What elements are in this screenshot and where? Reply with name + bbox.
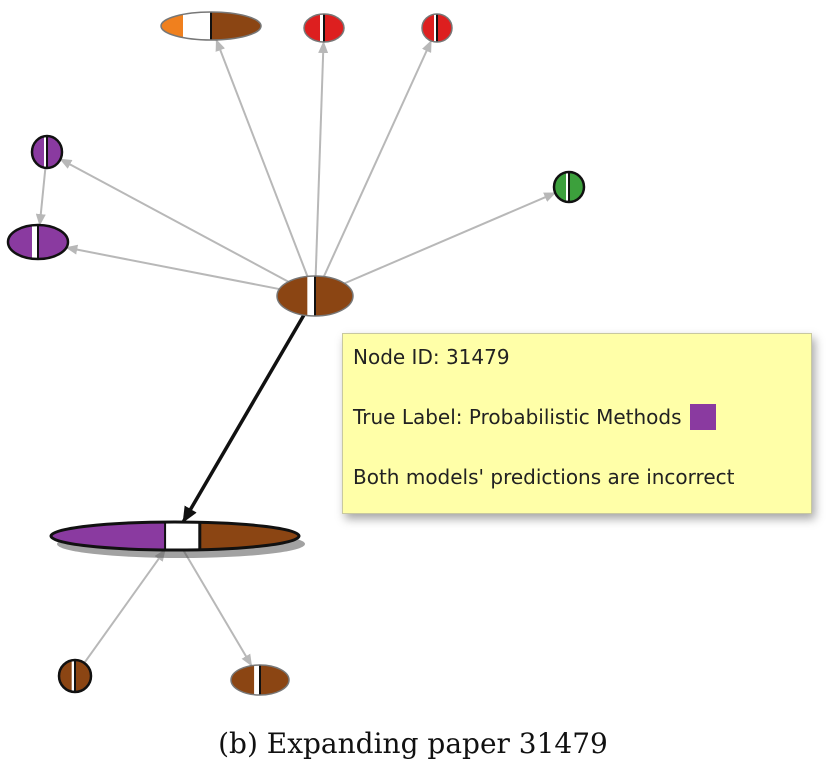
node-top-left-segment-left [161,12,183,40]
node-31479-expanded-segment-middle [165,522,200,550]
node-top-middle-segment-middle [320,14,324,42]
tooltip-node-id: Node ID: 31479 [353,345,510,369]
node-bottom-right-segment-left [231,665,255,695]
graph-canvas [6,11,586,696]
edge-center-to-top-left [215,38,309,277]
node-left-large-segment-left [8,225,32,259]
node-31479-expanded-current-bar [164,522,201,550]
tooltip-true-label-row: True Label: Probabilistic Methods [353,404,811,430]
node-top-middle-segment-right [324,14,344,42]
node-bottom-left-segment-middle [71,660,75,692]
node-bottom-right-segment-right [260,665,289,695]
node-center-segment-middle [307,276,315,316]
node-top-right-segment-right [437,14,452,42]
node-top-left-segment-right [211,12,261,40]
edge-center-to-top-right [322,39,433,277]
nodes-layer [6,11,586,696]
node-top-middle-segment-left [304,14,320,42]
node-left-small-outline [30,134,64,170]
node-top-right-outline [421,13,453,43]
node-top-left-outline [160,11,262,41]
node-center-outline [276,275,354,317]
node-top-left[interactable] [160,11,262,41]
node-left-small[interactable] [30,134,64,170]
true-label-color-swatch [689,404,716,430]
node-bottom-right[interactable] [230,664,290,696]
node-left-large-segment-right [38,225,68,259]
edge-center-to-left-large [65,244,280,291]
node-31479-expanded-outline [49,520,301,552]
figure-caption: (b) Expanding paper 31479 [218,727,608,760]
node-left-small-segment-middle [44,136,47,168]
node-31479-expanded[interactable] [49,520,305,558]
tooltip-prediction-status: Both models' predictions are incorrect [353,465,735,489]
node-top-right-segment-left [422,14,434,42]
node-left-small-segment-right [47,136,62,168]
edge-center-to-green [344,191,557,285]
node-right-green-segment-right [569,172,584,202]
node-top-middle[interactable] [303,13,345,43]
node-bottom-right-outline [230,664,290,696]
node-bottom-left-outline [57,658,93,694]
node-center[interactable] [276,275,354,317]
node-bottom-left[interactable] [57,658,93,694]
node-center-segment-left [277,276,308,316]
node-top-middle-outline [303,13,345,43]
node-left-large[interactable] [6,223,70,261]
node-right-green-outline [552,170,586,204]
node-top-right[interactable] [421,13,453,43]
edges-layer [35,38,557,667]
edge-center-to-left-small [59,158,289,283]
node-right-green[interactable] [552,170,586,204]
edge-center-to-top-mid [314,40,329,277]
edge-expanded-to-bottom-right [182,549,253,667]
edge-left-small-to-left-large [35,167,47,227]
edge-center-to-expanded [181,314,306,523]
node-bottom-left-segment-right [75,660,91,692]
node-top-right-segment-middle [434,14,437,42]
edge-bottom-left-to-expanded [83,549,166,664]
tooltip-true-label: True Label: Probabilistic Methods [353,405,682,429]
node-left-large-segment-middle [32,225,38,259]
node-top-left-segment-middle [183,12,211,40]
node-right-green-segment-middle [566,172,569,202]
node-tooltip: Node ID: 31479 True Label: Probabilistic… [342,333,812,514]
node-bottom-right-segment-middle [254,665,260,695]
node-left-large-outline [6,223,70,261]
